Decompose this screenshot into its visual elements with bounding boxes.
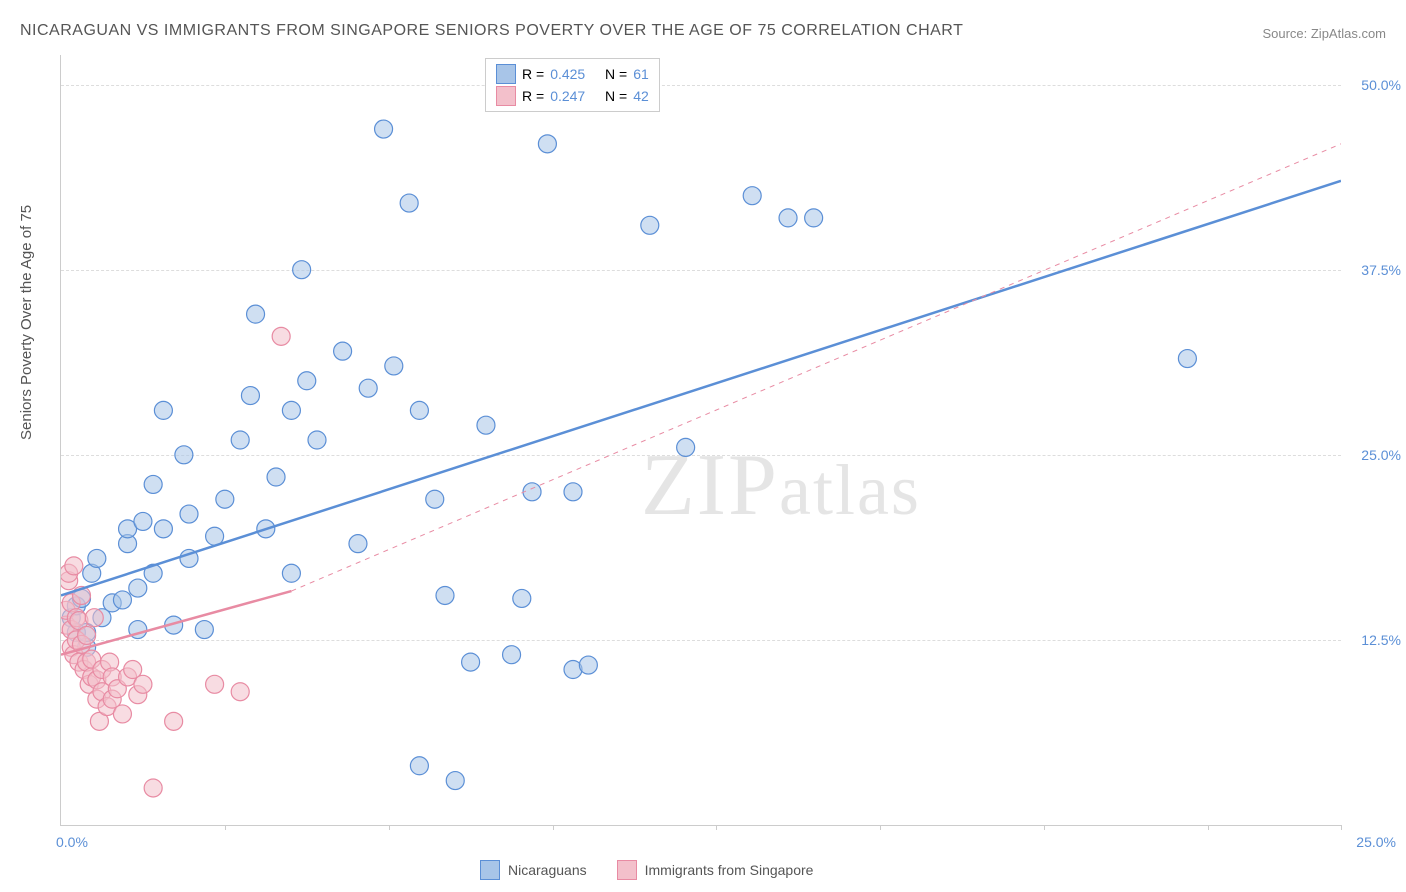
chart-title: NICARAGUAN VS IMMIGRANTS FROM SINGAPORE … (20, 22, 963, 40)
scatter-point (359, 379, 377, 397)
scatter-point (144, 475, 162, 493)
swatch-pink (617, 860, 637, 880)
x-tick-mark (1208, 825, 1209, 830)
x-tick-mark (225, 825, 226, 830)
scatter-point (154, 401, 172, 419)
n-label: N = (605, 63, 627, 85)
scatter-point (154, 520, 172, 538)
scatter-point (129, 579, 147, 597)
scatter-point (538, 135, 556, 153)
scatter-point (180, 505, 198, 523)
legend-label: Immigrants from Singapore (645, 862, 814, 878)
scatter-point (1178, 350, 1196, 368)
r-value-blue: 0.425 (550, 63, 585, 85)
legend-label: Nicaraguans (508, 862, 587, 878)
n-label: N = (605, 85, 627, 107)
x-tick-mark (1044, 825, 1045, 830)
scatter-point (165, 712, 183, 730)
source-attribution: Source: ZipAtlas.com (1262, 26, 1386, 41)
series-legend: Nicaraguans Immigrants from Singapore (480, 860, 813, 880)
legend-row-nicaraguans: R = 0.425 N = 61 (496, 63, 649, 85)
scatter-point (195, 621, 213, 639)
scatter-point (743, 187, 761, 205)
scatter-point (134, 512, 152, 530)
scatter-point (272, 327, 290, 345)
scatter-point (503, 646, 521, 664)
scatter-point (88, 549, 106, 567)
scatter-point (477, 416, 495, 434)
scatter-point (113, 705, 131, 723)
chart-plot-area: ZIPatlas 12.5%25.0%37.5%50.0%0.0%25.0% (60, 55, 1341, 826)
y-tick-label: 50.0% (1346, 77, 1401, 93)
scatter-point (446, 772, 464, 790)
scatter-point (400, 194, 418, 212)
x-tick-label-left: 0.0% (56, 834, 88, 850)
scatter-point (462, 653, 480, 671)
scatter-point (385, 357, 403, 375)
scatter-point (144, 779, 162, 797)
scatter-point (175, 446, 193, 464)
scatter-point (523, 483, 541, 501)
scatter-svg (61, 55, 1341, 825)
legend-row-singapore: R = 0.247 N = 42 (496, 85, 649, 107)
correlation-legend: R = 0.425 N = 61 R = 0.247 N = 42 (485, 58, 660, 112)
scatter-point (206, 675, 224, 693)
scatter-point (247, 305, 265, 323)
x-tick-mark (1341, 825, 1342, 830)
scatter-point (410, 401, 428, 419)
scatter-point (65, 557, 83, 575)
scatter-point (579, 656, 597, 674)
swatch-blue (480, 860, 500, 880)
scatter-point (805, 209, 823, 227)
scatter-point (267, 468, 285, 486)
x-tick-mark (553, 825, 554, 830)
scatter-point (134, 675, 152, 693)
legend-item-singapore: Immigrants from Singapore (617, 860, 814, 880)
scatter-point (677, 438, 695, 456)
scatter-point (298, 372, 316, 390)
x-tick-label-right: 25.0% (1356, 834, 1396, 850)
scatter-point (375, 120, 393, 138)
n-value-pink: 42 (633, 85, 649, 107)
scatter-point (231, 431, 249, 449)
scatter-point (426, 490, 444, 508)
scatter-point (113, 591, 131, 609)
x-tick-mark (716, 825, 717, 830)
scatter-point (78, 626, 96, 644)
y-axis-label: Seniors Poverty Over the Age of 75 (18, 205, 35, 440)
scatter-point (282, 401, 300, 419)
scatter-point (410, 757, 428, 775)
swatch-blue (496, 64, 516, 84)
scatter-point (308, 431, 326, 449)
scatter-point (282, 564, 300, 582)
scatter-point (564, 483, 582, 501)
swatch-pink (496, 86, 516, 106)
scatter-point (349, 535, 367, 553)
scatter-point (216, 490, 234, 508)
scatter-point (85, 609, 103, 627)
r-label: R = (522, 63, 544, 85)
r-value-pink: 0.247 (550, 85, 585, 107)
scatter-point (436, 586, 454, 604)
scatter-point (641, 216, 659, 234)
y-tick-label: 37.5% (1346, 262, 1401, 278)
x-tick-mark (880, 825, 881, 830)
r-label: R = (522, 85, 544, 107)
y-tick-label: 25.0% (1346, 447, 1401, 463)
scatter-point (293, 261, 311, 279)
n-value-blue: 61 (633, 63, 649, 85)
scatter-point (241, 387, 259, 405)
x-tick-mark (389, 825, 390, 830)
legend-item-nicaraguans: Nicaraguans (480, 860, 587, 880)
y-tick-label: 12.5% (1346, 632, 1401, 648)
scatter-point (334, 342, 352, 360)
scatter-point (779, 209, 797, 227)
scatter-point (231, 683, 249, 701)
scatter-point (513, 589, 531, 607)
